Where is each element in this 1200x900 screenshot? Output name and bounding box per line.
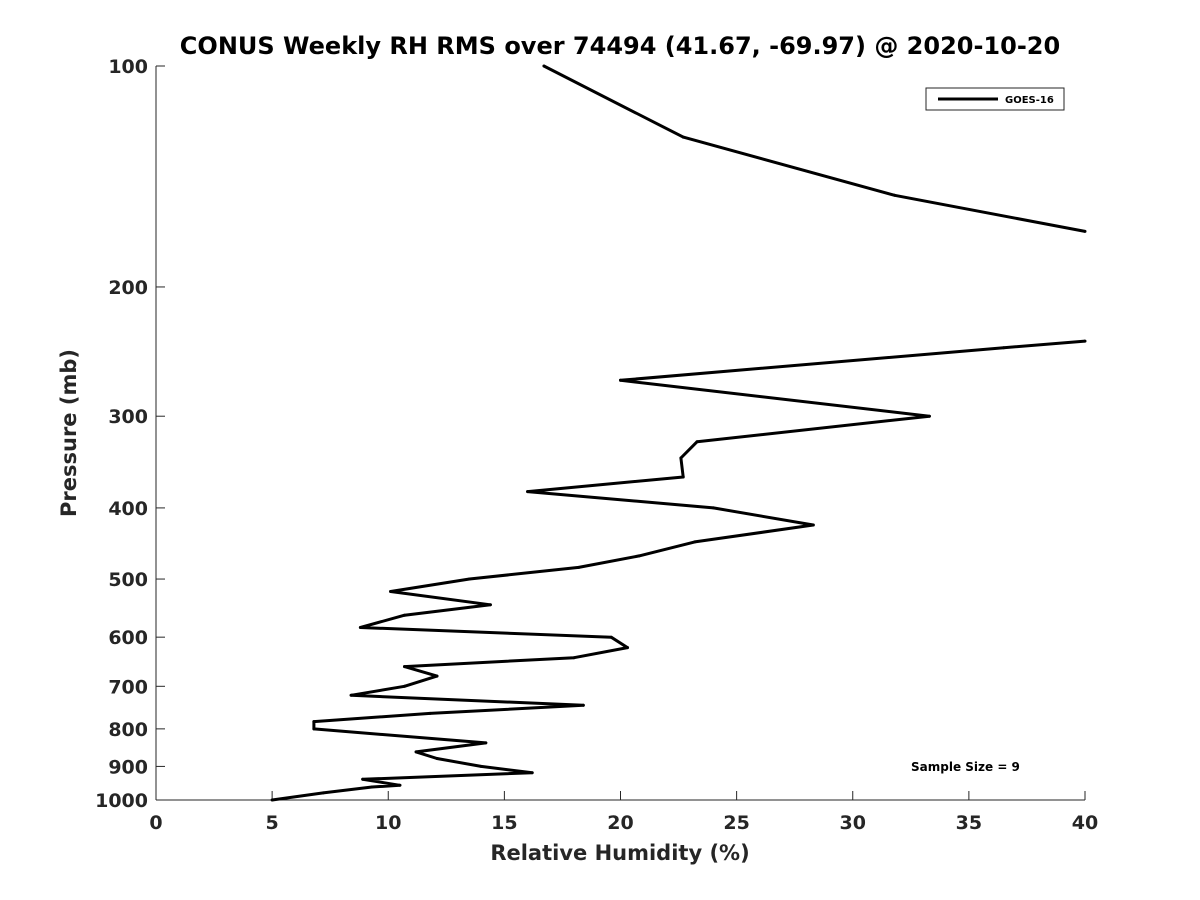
series-line-goes-16-segment-1	[543, 64, 1086, 233]
data-point	[414, 750, 418, 754]
x-tick-label: 40	[1072, 812, 1098, 834]
y-tick-label: 900	[108, 756, 148, 778]
data-point	[811, 523, 815, 527]
y-tick-label: 600	[108, 627, 148, 649]
sample-size-annotation: Sample Size = 9	[911, 760, 1020, 774]
data-point	[312, 727, 316, 731]
data-point	[479, 764, 483, 768]
data-point	[361, 777, 365, 781]
data-point	[270, 798, 274, 802]
legend-entry-label: GOES-16	[1005, 95, 1054, 106]
chart-title: CONUS Weekly RH RMS over 74494 (41.67, -…	[180, 32, 1060, 60]
x-tick-label: 25	[723, 812, 749, 834]
data-point	[577, 565, 581, 569]
x-tick-label: 0	[149, 812, 162, 834]
data-point	[389, 590, 393, 593]
y-ticks: 100 200 300 400 500 600 700 800 900 1000	[95, 56, 165, 812]
data-point	[927, 414, 931, 418]
data-point	[893, 193, 897, 197]
data-point	[526, 490, 530, 494]
data-point	[428, 711, 432, 715]
x-axis-label: Relative Humidity (%)	[490, 841, 749, 865]
y-tick-label: 200	[108, 277, 148, 299]
x-ticks: 0 5 10 15 20 25 30 35 40	[149, 791, 1098, 834]
x-tick-label: 30	[840, 812, 866, 834]
data-point	[1083, 339, 1087, 343]
data-point	[435, 674, 439, 678]
data-point	[370, 785, 374, 789]
data-point	[619, 378, 622, 382]
y-tick-label: 300	[108, 406, 148, 428]
series-lines	[270, 64, 1087, 802]
data-point	[679, 456, 683, 460]
data-point	[435, 757, 439, 760]
y-tick-label: 700	[108, 676, 148, 698]
data-point	[542, 64, 546, 68]
data-point	[403, 665, 406, 669]
plot-area: 0 5 10 15 20 25 30 35 40 100 200 300 400 500 600 700 80…	[95, 56, 1098, 834]
data-point	[572, 656, 576, 660]
y-tick-label: 400	[108, 498, 148, 520]
data-point	[1083, 229, 1087, 233]
x-tick-label: 20	[607, 812, 633, 834]
data-point	[358, 626, 362, 629]
data-point	[488, 603, 492, 607]
data-point	[530, 771, 534, 775]
data-point	[581, 703, 585, 707]
data-point	[484, 741, 488, 745]
legend: GOES-16	[925, 87, 1065, 111]
data-point	[398, 783, 402, 787]
data-point	[321, 791, 325, 795]
data-point	[349, 693, 353, 697]
y-tick-label: 1000	[95, 790, 148, 812]
data-point	[468, 577, 471, 581]
y-tick-label: 500	[108, 569, 148, 591]
data-point	[681, 135, 685, 139]
data-point	[711, 506, 715, 510]
series-line-goes-16-segment-2	[271, 339, 1086, 802]
data-point	[693, 540, 697, 544]
data-point	[626, 646, 629, 650]
data-point	[1002, 346, 1006, 350]
data-point	[609, 635, 613, 639]
y-axis-label: Pressure (mb)	[57, 349, 81, 517]
y-tick-label: 100	[108, 56, 148, 78]
y-tick-label: 800	[108, 719, 148, 741]
x-tick-label: 35	[956, 812, 982, 834]
data-point	[312, 720, 316, 724]
x-tick-label: 5	[266, 812, 279, 834]
x-tick-label: 15	[491, 812, 517, 834]
x-tick-label: 10	[375, 812, 401, 834]
data-point	[403, 613, 406, 617]
data-point	[403, 684, 406, 688]
data-point	[681, 475, 685, 479]
data-point	[695, 440, 699, 444]
data-point	[637, 554, 641, 558]
